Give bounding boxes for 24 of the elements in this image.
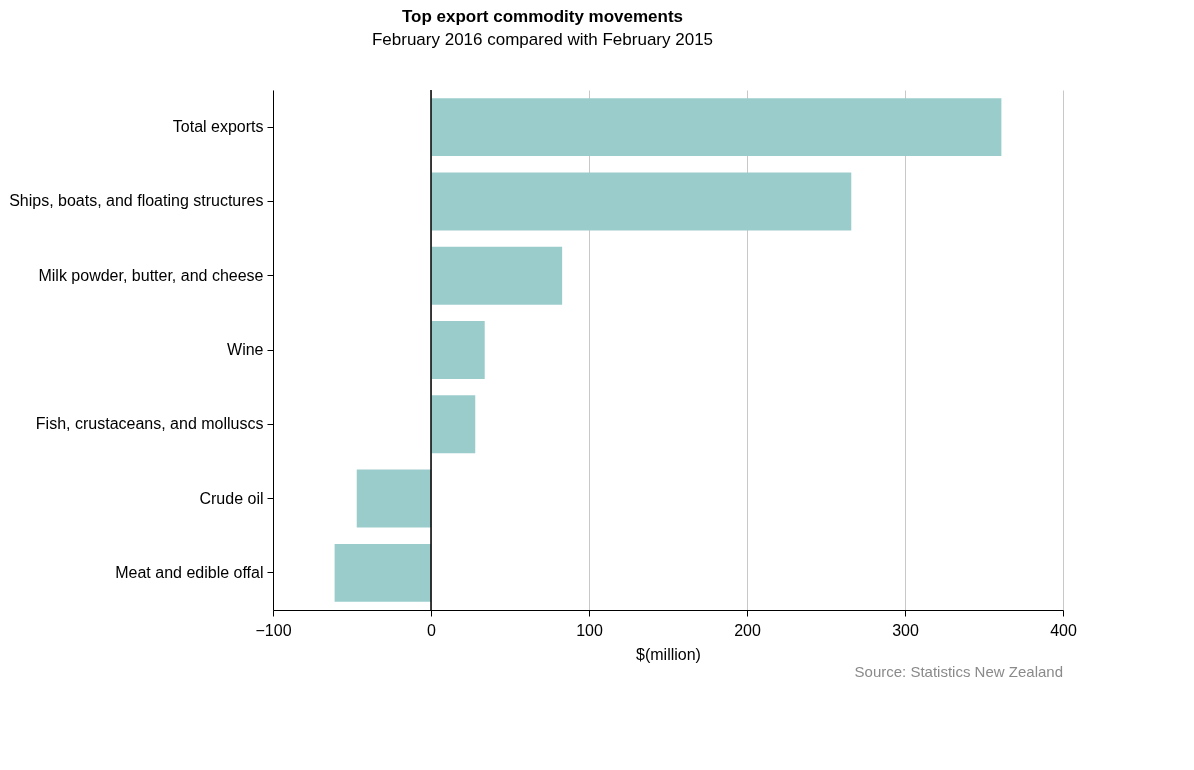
y-tick-label: Wine — [227, 341, 264, 358]
bar — [431, 246, 563, 305]
y-tick-label: Ships, boats, and floating structures — [9, 192, 264, 210]
bar — [431, 98, 1002, 157]
y-tick-label: Crude oil — [199, 489, 264, 507]
x-tick-label: 200 — [734, 621, 761, 639]
source-note: Source: Statistics New Zealand — [854, 663, 1063, 680]
x-tick-label: 300 — [892, 621, 919, 639]
bar — [431, 321, 485, 379]
x-tick-label: 400 — [1050, 621, 1077, 639]
x-tick-label: 0 — [427, 621, 437, 639]
bar — [334, 543, 431, 602]
bar — [431, 172, 852, 231]
y-tick-label: Meat and edible offal — [115, 563, 264, 581]
x-axis-title: $(million) — [636, 645, 701, 663]
bar — [356, 469, 431, 528]
y-tick-label: Total exports — [172, 118, 264, 136]
y-tick-label: Milk powder, butter, and cheese — [38, 266, 264, 284]
bar — [431, 395, 476, 454]
chart-title: Top export commodity movements — [401, 7, 684, 27]
x-tick-label: 100 — [576, 621, 603, 639]
y-tick-label: Fish, crustaceans, and molluscs — [35, 415, 264, 433]
x-tick-label: −100 — [255, 621, 292, 639]
chart-subtitle: February 2016 compared with February 2015 — [371, 30, 714, 50]
